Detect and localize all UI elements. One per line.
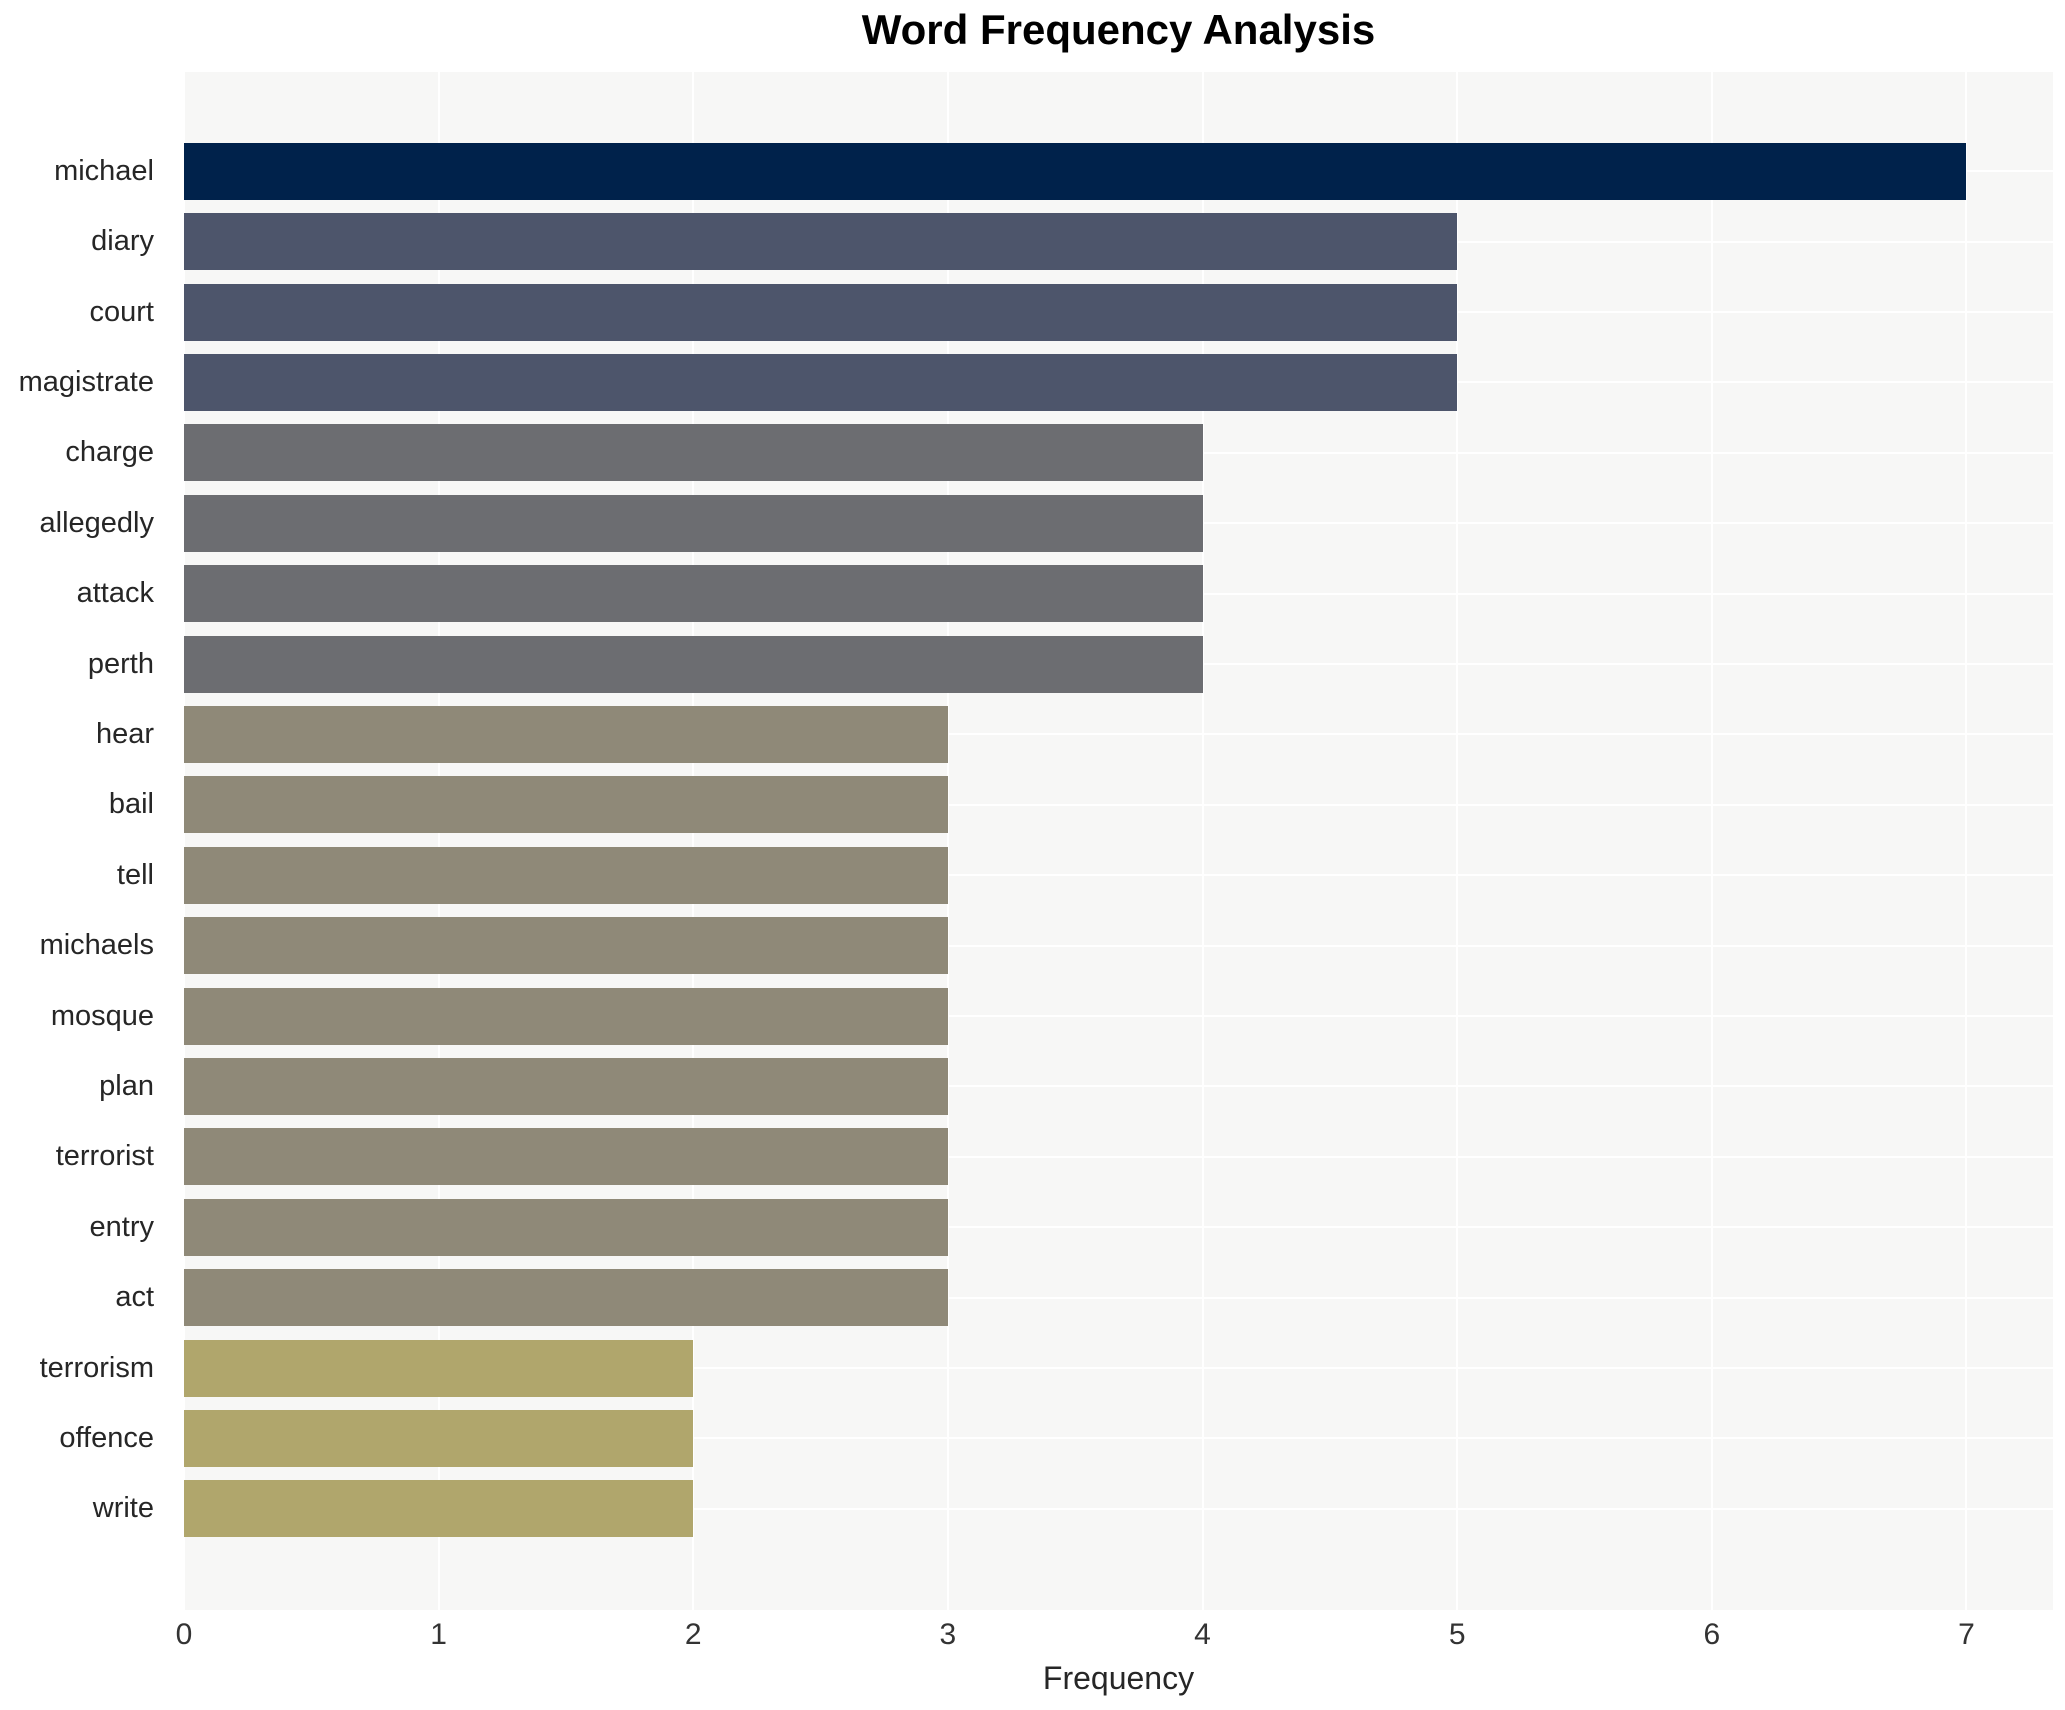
x-gridline [437,72,440,1610]
bar-hear [184,705,948,763]
plot-area [184,72,2053,1610]
bar-act [184,1269,948,1327]
x-axis: 0 1 2 3 4 5 6 7 [0,1618,2065,1658]
bar-plan [184,1057,948,1115]
y-tick-label: tell [116,858,154,891]
x-gridline [184,72,185,1610]
x-tick-label: 5 [1448,1618,1466,1651]
bar-write [184,1480,694,1538]
x-gridline [1456,72,1459,1610]
bar-michaels [184,917,948,975]
bar-terrorist [184,1128,948,1186]
bar-diary [184,213,1458,271]
y-tick-label: offence [59,1421,154,1454]
bar-magistrate [184,353,1458,411]
y-tick-label: write [92,1492,154,1525]
bar-attack [184,565,1203,623]
bar-charge [184,424,1203,482]
x-axis-label: Frequency [1042,1660,1195,1696]
y-tick-label: michaels [39,929,154,962]
y-tick-label: allegedly [39,506,154,539]
x-gridline [946,72,949,1610]
y-gridline [184,944,2053,947]
y-tick-label: charge [65,436,154,469]
bar-michael [184,142,1967,200]
bar-mosque [184,987,948,1045]
y-tick-label: perth [87,647,154,680]
x-tick-label: 6 [1703,1618,1721,1651]
x-tick-label: 3 [939,1618,957,1651]
y-gridline [184,1507,2053,1510]
y-tick-label: diary [91,225,154,258]
y-gridline [184,1155,2053,1158]
bar-perth [184,635,1203,693]
y-gridline [184,1437,2053,1440]
y-gridline [184,1085,2053,1088]
x-gridline [692,72,695,1610]
x-tick-label: 0 [175,1618,193,1651]
chart-title: Word Frequency Analysis [861,6,1376,53]
y-gridline [184,1296,2053,1299]
bar-tell [184,846,948,904]
y-tick-label: plan [99,1069,154,1102]
y-tick-label: act [115,1281,154,1314]
bar-bail [184,776,948,834]
y-tick-label: attack [76,577,154,610]
y-tick-label: terrorist [55,1140,154,1173]
y-gridline [184,874,2053,877]
y-tick-label: bail [108,788,154,821]
y-tick-label: court [89,295,154,328]
bar-court [184,283,1458,341]
y-tick-label: mosque [50,999,154,1032]
x-gridline [1710,72,1713,1610]
y-gridline [184,733,2053,736]
bar-offence [184,1409,694,1467]
y-gridline [184,1367,2053,1369]
y-axis: michael diary court magistrate charge alleged… [0,72,168,1610]
y-tick-label: magistrate [18,365,154,398]
x-tick-label: 7 [1958,1618,1975,1651]
x-tick-label: 1 [430,1618,447,1651]
y-gridline [184,1015,2053,1017]
y-tick-label: michael [54,154,154,187]
y-gridline [184,803,2053,806]
x-gridline [1201,72,1204,1610]
bar-entry [184,1198,948,1256]
bar-allegedly [184,494,1203,552]
y-gridline [184,1226,2053,1229]
x-tick-label: 4 [1194,1618,1211,1651]
x-tick-label: 2 [684,1618,702,1651]
y-tick-label: entry [89,1210,154,1243]
x-gridline [1965,72,1968,1610]
bar-terrorism [184,1339,694,1397]
y-tick-label: terrorism [39,1351,154,1384]
y-tick-label: hear [95,717,154,750]
